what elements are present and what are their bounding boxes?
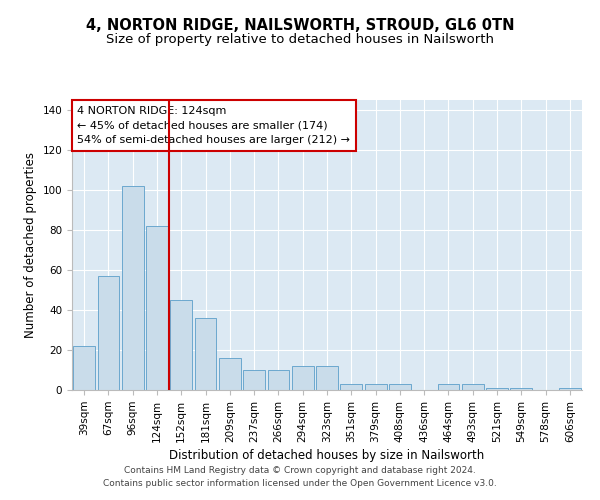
Y-axis label: Number of detached properties: Number of detached properties — [24, 152, 37, 338]
Text: 4, NORTON RIDGE, NAILSWORTH, STROUD, GL6 0TN: 4, NORTON RIDGE, NAILSWORTH, STROUD, GL6… — [86, 18, 514, 32]
Bar — [219, 358, 241, 390]
Bar — [486, 388, 508, 390]
Bar — [170, 300, 192, 390]
Bar — [340, 384, 362, 390]
Bar — [122, 186, 143, 390]
Bar — [97, 276, 119, 390]
Bar — [243, 370, 265, 390]
Text: Contains HM Land Registry data © Crown copyright and database right 2024.
Contai: Contains HM Land Registry data © Crown c… — [103, 466, 497, 487]
Bar — [146, 226, 168, 390]
Bar — [316, 366, 338, 390]
Bar — [389, 384, 411, 390]
Text: 4 NORTON RIDGE: 124sqm
← 45% of detached houses are smaller (174)
54% of semi-de: 4 NORTON RIDGE: 124sqm ← 45% of detached… — [77, 106, 350, 146]
X-axis label: Distribution of detached houses by size in Nailsworth: Distribution of detached houses by size … — [169, 449, 485, 462]
Bar — [462, 384, 484, 390]
Text: Size of property relative to detached houses in Nailsworth: Size of property relative to detached ho… — [106, 32, 494, 46]
Bar — [73, 346, 95, 390]
Bar — [365, 384, 386, 390]
Bar — [437, 384, 460, 390]
Bar — [559, 388, 581, 390]
Bar — [511, 388, 532, 390]
Bar — [292, 366, 314, 390]
Bar — [194, 318, 217, 390]
Bar — [268, 370, 289, 390]
